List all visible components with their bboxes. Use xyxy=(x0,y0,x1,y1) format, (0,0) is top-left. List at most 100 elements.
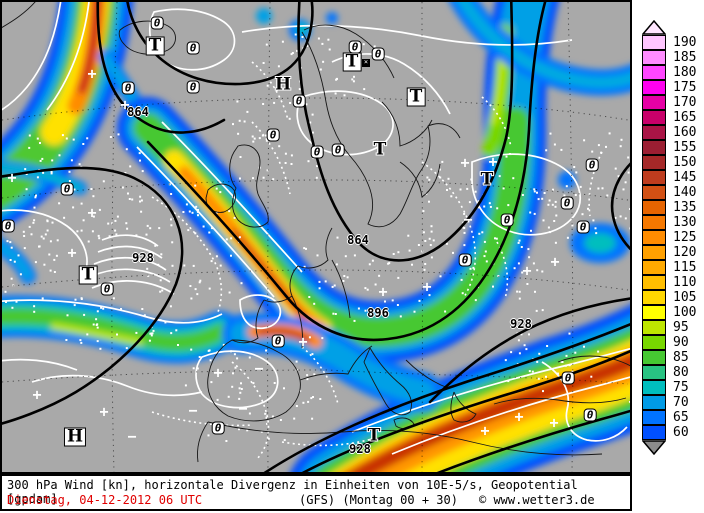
colorbar-value: 120 xyxy=(673,245,697,260)
colorbar-row: 115 xyxy=(642,259,704,275)
divergence-plus-marker: + xyxy=(549,413,559,432)
divergence-plus-marker: + xyxy=(378,282,388,301)
colorbar-row: 105 xyxy=(642,289,704,305)
colorbar-value: 100 xyxy=(673,305,697,320)
divergence-zero-label: 0 xyxy=(560,196,574,210)
divergence-zero-label: 0 xyxy=(371,47,385,61)
colorbar-value: 185 xyxy=(673,50,697,65)
colorbar-row: 190 xyxy=(642,34,704,50)
colorbar-row: 80 xyxy=(642,364,704,380)
colorbar-value: 125 xyxy=(673,230,697,245)
colorbar-cell xyxy=(642,424,666,440)
divergence-plus-marker: + xyxy=(522,261,532,280)
geopotential-label: 896 xyxy=(367,306,389,320)
divergence-plus-marker: + xyxy=(460,153,470,172)
colorbar-value: 150 xyxy=(673,155,697,170)
colorbar-value: 165 xyxy=(673,110,697,125)
pressure-center-label: T xyxy=(406,87,426,107)
caption-datetime: Dienstag, 04-12-2012 06 UTC xyxy=(7,493,203,507)
colorbar-row: 145 xyxy=(642,169,704,185)
divergence-zero-label: 0 xyxy=(576,220,590,234)
divergence-plus-marker: + xyxy=(422,277,432,296)
colorbar-cell xyxy=(642,94,666,110)
pressure-center-label: H xyxy=(274,74,292,95)
caption-model-run: (GFS) (Montag 00 + 30) xyxy=(299,493,458,507)
colorbar-row: 185 xyxy=(642,49,704,65)
colorbar-cell xyxy=(642,244,666,260)
pressure-center-label: T xyxy=(78,265,98,285)
colorbar-cell xyxy=(642,199,666,215)
colorbar-value: 180 xyxy=(673,65,697,80)
divergence-zero-label: 0 xyxy=(271,334,285,348)
colorbar-value: 80 xyxy=(673,365,689,380)
weather-map: T T × H T T T T H T 864 928 864 896 928 928 0 0 0 0 0 0 0 0 0 0 0 0… xyxy=(0,0,632,474)
divergence-minus-marker: − xyxy=(238,399,248,418)
divergence-zero-label: 0 xyxy=(500,213,514,227)
divergence-plus-marker: + xyxy=(514,407,524,426)
divergence-plus-marker: + xyxy=(488,152,498,171)
divergence-zero-label: 0 xyxy=(150,16,164,30)
colorbar-value: 170 xyxy=(673,95,697,110)
colorbar-cell xyxy=(642,409,666,425)
divergence-plus-marker: + xyxy=(298,332,308,351)
divergence-plus-marker: + xyxy=(213,363,223,382)
colorbar-row: 165 xyxy=(642,109,704,125)
wind-speed-colorbar: 190 185 180 175 170 165 160 155 150 145 140 135 130 1… xyxy=(642,20,704,455)
colorbar-cell xyxy=(642,124,666,140)
colorbar-cell xyxy=(642,34,666,50)
colorbar-row: 90 xyxy=(642,334,704,350)
divergence-plus-marker: + xyxy=(67,243,77,262)
colorbar-value: 85 xyxy=(673,350,689,365)
divergence-plus-marker: + xyxy=(120,95,130,114)
colorbar-row: 175 xyxy=(642,79,704,95)
divergence-zero-label: 0 xyxy=(585,158,599,172)
colorbar-cell xyxy=(642,364,666,380)
colorbar-row: 135 xyxy=(642,199,704,215)
colorbar-cell xyxy=(642,79,666,95)
divergence-plus-marker: + xyxy=(7,168,17,187)
colorbar-cell xyxy=(642,289,666,305)
divergence-plus-marker: + xyxy=(628,394,630,410)
colorbar-value: 65 xyxy=(673,410,689,425)
divergence-plus-marker: + xyxy=(550,252,560,271)
colorbar-row: 130 xyxy=(642,214,704,230)
divergence-minus-marker: − xyxy=(254,359,264,378)
divergence-zero-label: 0 xyxy=(121,81,135,95)
geopotential-label: 928 xyxy=(510,317,532,331)
colorbar-cell xyxy=(642,259,666,275)
pressure-center-marker: × xyxy=(362,58,370,67)
colorbar-arrow-up xyxy=(642,20,666,35)
divergence-plus-marker: + xyxy=(99,402,109,421)
colorbar-cell xyxy=(642,274,666,290)
pressure-center-label: H xyxy=(63,427,87,447)
colorbar-value: 140 xyxy=(673,185,697,200)
divergence-zero-label: 0 xyxy=(60,182,74,196)
colorbar-cell xyxy=(642,49,666,65)
colorbar-row: 75 xyxy=(642,379,704,395)
geopotential-contours-black xyxy=(2,2,630,472)
divergence-zero-label: 0 xyxy=(561,371,575,385)
colorbar-value: 115 xyxy=(673,260,697,275)
pressure-center-label: T xyxy=(342,52,362,72)
divergence-plus-marker: + xyxy=(480,421,490,440)
divergence-plus-marker: + xyxy=(87,203,97,222)
colorbar-value: 190 xyxy=(673,35,697,50)
colorbar-cell xyxy=(642,154,666,170)
colorbar-row: 70 xyxy=(642,394,704,410)
colorbar-value: 155 xyxy=(673,140,697,155)
colorbar-cell xyxy=(642,139,666,155)
colorbar-cell xyxy=(642,184,666,200)
colorbar-row: 120 xyxy=(642,244,704,260)
colorbar-cell xyxy=(642,319,666,335)
colorbar-value: 110 xyxy=(673,275,697,290)
colorbar-value: 160 xyxy=(673,125,697,140)
caption-box: 300 hPa Wind [kn], horizontale Divergenz… xyxy=(0,474,632,511)
colorbar-value: 105 xyxy=(673,290,697,305)
caption-title: 300 hPa Wind [kn], horizontale Divergenz… xyxy=(7,478,578,506)
colorbar-value: 75 xyxy=(673,380,689,395)
divergence-plus-marker: + xyxy=(87,64,97,83)
colorbar-cell xyxy=(642,214,666,230)
colorbar-cell xyxy=(642,169,666,185)
divergence-zero-label: 0 xyxy=(348,40,362,54)
divergence-zero-label: 0 xyxy=(292,94,306,108)
